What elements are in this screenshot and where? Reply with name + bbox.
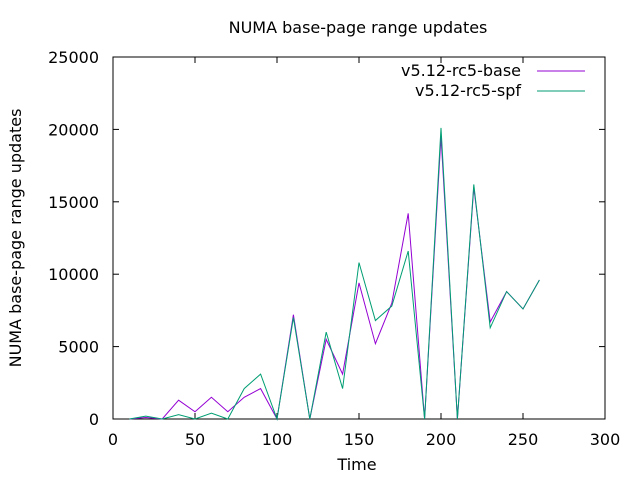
x-tick-label: 50 bbox=[185, 430, 205, 449]
x-axis-label: Time bbox=[336, 455, 376, 474]
y-tick-label: 15000 bbox=[48, 193, 99, 212]
x-tick-label: 200 bbox=[426, 430, 457, 449]
y-tick-label: 0 bbox=[89, 410, 99, 429]
series-line-2 bbox=[129, 127, 540, 421]
x-axis: 0 50 100 150 200 250 300 bbox=[108, 57, 620, 449]
x-tick-label: 300 bbox=[590, 430, 621, 449]
y-tick-label: 25000 bbox=[48, 48, 99, 67]
series-lines bbox=[129, 127, 540, 421]
y-axis-label: NUMA base-page range updates bbox=[6, 109, 25, 368]
series-line-1 bbox=[129, 136, 540, 421]
y-tick-label: 5000 bbox=[58, 338, 99, 357]
legend-label: v5.12-rc5-base bbox=[401, 61, 521, 80]
x-tick-label: 0 bbox=[108, 430, 118, 449]
y-axis: 0 5000 10000 15000 20000 25000 bbox=[48, 48, 605, 429]
x-tick-label: 100 bbox=[262, 430, 293, 449]
chart-title: NUMA base-page range updates bbox=[229, 18, 488, 37]
legend-label: v5.12-rc5-spf bbox=[415, 81, 521, 100]
y-tick-label: 20000 bbox=[48, 120, 99, 139]
y-tick-label: 10000 bbox=[48, 265, 99, 284]
x-tick-label: 150 bbox=[344, 430, 375, 449]
x-tick-label: 250 bbox=[508, 430, 539, 449]
plot-frame bbox=[112, 56, 606, 420]
